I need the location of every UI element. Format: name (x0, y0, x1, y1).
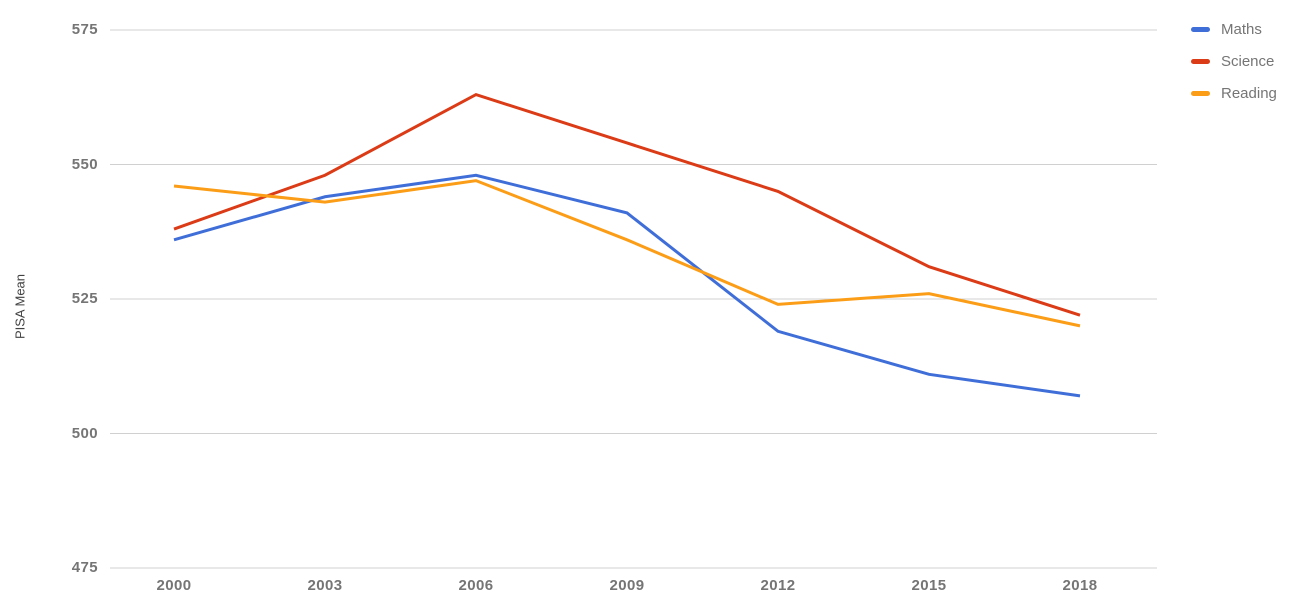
series-line-reading (173, 179, 1081, 328)
y-tick-label: 475 (71, 559, 98, 576)
y-tick-label: 550 (71, 155, 98, 173)
x-tick-label: 2003 (307, 577, 343, 594)
legend-swatch-icon (1191, 59, 1210, 64)
y-tick-label: 500 (71, 424, 98, 442)
legend-item-reading: Reading (1191, 83, 1277, 104)
legend-label: Maths (1221, 21, 1262, 38)
legend-label: Reading (1221, 85, 1277, 102)
y-tick-label: 525 (71, 290, 98, 307)
x-tick-label: 2000 (156, 577, 192, 594)
x-tick-label: 2012 (760, 577, 796, 594)
y-tick-label: 575 (71, 21, 98, 38)
legend-label: Science (1221, 53, 1275, 70)
x-tick-label: 2009 (609, 577, 645, 594)
x-tick-label: 2018 (1062, 577, 1098, 594)
legend-swatch-icon (1191, 91, 1210, 96)
legend: Maths Science Reading (1191, 19, 1277, 115)
series-line-science (173, 92, 1081, 317)
legend-swatch-icon (1191, 27, 1210, 32)
legend-item-maths: Maths (1191, 19, 1277, 40)
x-tick-label: 2015 (911, 577, 947, 594)
x-tick-label: 2006 (458, 577, 494, 594)
series-line-maths (173, 173, 1081, 398)
legend-item-science: Science (1191, 51, 1277, 72)
